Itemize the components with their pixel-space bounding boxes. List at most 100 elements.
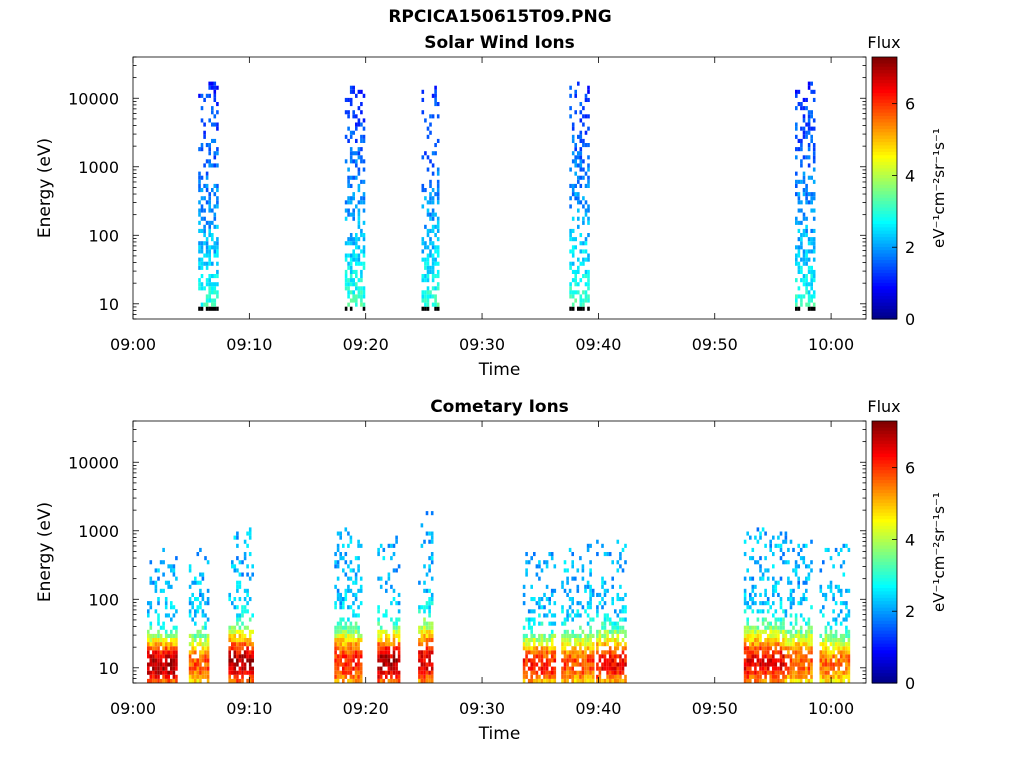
flux-cell xyxy=(236,662,239,667)
flux-cell xyxy=(746,633,749,638)
flux-cell xyxy=(336,670,340,675)
flux-cell xyxy=(582,122,585,127)
flux-cell xyxy=(430,601,434,606)
flux-cell xyxy=(577,269,580,274)
flux-cell xyxy=(792,601,795,606)
flux-cell xyxy=(782,552,785,557)
flux-cell xyxy=(787,642,790,647)
flux-cell xyxy=(540,646,544,651)
flux-cell xyxy=(614,646,617,651)
flux-cell xyxy=(522,666,526,671)
flux-cell xyxy=(779,662,783,667)
flux-cell xyxy=(535,670,539,675)
colorbar-band xyxy=(872,552,897,556)
flux-cell xyxy=(784,535,788,540)
flux-cell xyxy=(213,282,217,287)
colorbar-band xyxy=(872,240,897,245)
flux-cell xyxy=(206,642,210,647)
flux-cell xyxy=(238,638,242,643)
flux-cell xyxy=(571,564,574,569)
flux-cell xyxy=(152,674,155,679)
flux-cell xyxy=(789,666,793,671)
flux-cell xyxy=(847,650,851,655)
flux-cell xyxy=(810,274,813,279)
flux-cell xyxy=(213,114,217,119)
flux-cell xyxy=(751,597,755,602)
flux-cell xyxy=(342,617,345,622)
flux-cell xyxy=(246,564,249,569)
flux-cell xyxy=(759,674,762,679)
flux-cell xyxy=(754,629,757,634)
flux-cell xyxy=(349,282,353,287)
flux-cell xyxy=(797,666,800,671)
flux-cell xyxy=(784,531,788,536)
flux-cell xyxy=(807,200,811,205)
flux-cell xyxy=(431,200,435,205)
flux-cell xyxy=(774,621,778,626)
colorbar-band xyxy=(872,83,897,88)
flux-cell xyxy=(208,298,211,303)
flux-cell xyxy=(251,613,254,618)
colorbar-band xyxy=(872,476,897,481)
flux-cell xyxy=(794,621,798,626)
flux-cell xyxy=(525,674,528,679)
flux-cell xyxy=(805,134,808,139)
flux-cell xyxy=(569,233,572,238)
flux-cell xyxy=(525,633,528,638)
flux-cell xyxy=(834,678,838,683)
flux-cell xyxy=(810,568,813,573)
flux-cell xyxy=(543,654,546,659)
flux-cell xyxy=(822,592,825,597)
flux-cell xyxy=(243,670,247,675)
flux-cell xyxy=(530,662,533,667)
flux-cell xyxy=(397,592,401,597)
flux-cell xyxy=(216,147,219,152)
flux-cell xyxy=(574,282,577,287)
flux-cell xyxy=(807,642,811,647)
flux-cell xyxy=(201,597,205,602)
flux-cell xyxy=(387,576,391,581)
flux-cell xyxy=(842,654,846,659)
flux-cell xyxy=(154,670,158,675)
colorbar-band xyxy=(872,197,897,202)
flux-cell xyxy=(167,670,170,675)
flux-cell xyxy=(756,638,760,643)
flux-cell xyxy=(211,282,214,287)
flux-cell xyxy=(533,658,536,663)
flux-cell xyxy=(352,592,355,597)
flux-cell xyxy=(766,662,770,667)
flux-cell xyxy=(206,658,210,663)
flux-cell xyxy=(349,183,353,188)
flux-cell xyxy=(802,654,806,659)
flux-cell xyxy=(152,642,155,647)
flux-cell xyxy=(805,200,808,205)
flux-cell xyxy=(344,241,348,246)
flux-cell xyxy=(746,650,749,655)
flux-cell xyxy=(360,278,363,283)
flux-cell xyxy=(819,670,823,675)
flux-cell xyxy=(772,629,775,634)
flux-cell xyxy=(837,670,840,675)
flux-cell xyxy=(805,228,808,233)
flux-cell xyxy=(248,678,252,683)
flux-cell xyxy=(355,151,358,156)
flux-cell xyxy=(587,85,590,90)
colorbar-band xyxy=(872,610,897,615)
flux-cell xyxy=(390,601,393,606)
colorbar-band xyxy=(872,63,897,68)
flux-cell xyxy=(429,269,432,274)
flux-cell xyxy=(774,658,778,663)
flux-cell xyxy=(769,658,772,663)
flux-cell xyxy=(395,539,398,544)
flux-cell xyxy=(829,633,833,638)
flux-cell xyxy=(344,110,348,115)
flux-cell xyxy=(191,617,194,622)
flux-cell xyxy=(530,678,533,683)
flux-cell xyxy=(152,662,155,667)
flux-cell xyxy=(591,646,595,651)
flux-cell xyxy=(377,609,380,614)
flux-cell xyxy=(797,208,801,213)
flux-cell xyxy=(157,597,160,602)
flux-cell xyxy=(208,192,211,197)
flux-cell xyxy=(397,674,401,679)
